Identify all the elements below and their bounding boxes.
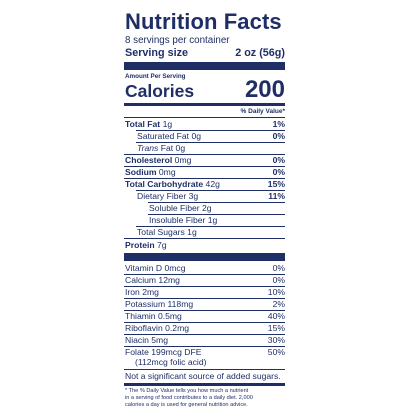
folate-dv: 50% [267, 347, 285, 357]
servings-per-container: 8 servings per container [125, 35, 230, 46]
niacin: Niacin 5mg [125, 335, 168, 345]
riboflavin-dv: 15% [267, 323, 285, 333]
divider [124, 154, 285, 155]
iron-dv: 10% [267, 287, 285, 297]
nutrient-total-fat-dv: 1% [272, 119, 285, 129]
thiamin-dv: 40% [267, 311, 285, 321]
divider [124, 310, 285, 311]
vitamin-d-dv: 0% [272, 263, 285, 273]
rule-heavy [124, 62, 285, 70]
nutrient-dietary-fiber: Dietary Fiber 3g [137, 191, 199, 201]
divider [124, 298, 285, 299]
divider [136, 130, 285, 131]
serving-size-label: Serving size [125, 47, 189, 59]
thiamin: Thiamin 0.5mg [125, 311, 182, 321]
footnote-line-1: * The % Daily Value tells you how much a… [125, 388, 249, 394]
divider [148, 202, 285, 203]
rule-heavy [124, 253, 285, 261]
footnote-line-3: calories a day is used for general nutri… [125, 402, 248, 408]
nutrient-total-fat: Total Fat 1g [125, 119, 173, 129]
calcium-dv: 0% [272, 275, 285, 285]
nutrient-cholesterol-dv: 0% [272, 155, 285, 165]
divider [124, 178, 285, 179]
nutrient-trans-fat: Trans Fat 0g [137, 143, 186, 153]
iron: Iron 2mg [125, 287, 159, 297]
divider [124, 322, 285, 323]
nutrient-total-carbohydrate: Total Carbohydrate 42g [125, 179, 220, 189]
daily-value-header: % Daily Value* [240, 108, 285, 115]
potassium-dv: 2% [272, 299, 285, 309]
folate-folic-acid: (112mcg folic acid) [135, 357, 207, 367]
folate: Folate 199mcg DFE [125, 347, 202, 357]
calcium: Calcium 12mg [125, 275, 180, 285]
nutrient-total-sugars: Total Sugars 1g [137, 227, 197, 237]
calories-value: 200 [244, 76, 285, 103]
rule-medium [124, 103, 285, 106]
divider [124, 238, 285, 239]
niacin-dv: 30% [267, 335, 285, 345]
nutrition-facts-label: Nutrition Facts 8 servings per container… [124, 8, 285, 408]
amount-per-serving: Amount Per Serving [125, 73, 186, 80]
nutrient-saturated-fat-dv: 0% [272, 131, 285, 141]
vitamin-d: Vitamin D 0mcg [125, 263, 186, 273]
divider [124, 274, 285, 275]
serving-size-value: 2 oz (56g) [235, 47, 285, 59]
label-title: Nutrition Facts [125, 9, 282, 34]
nutrient-sodium-dv: 0% [272, 167, 285, 177]
nutrient-saturated-fat: Saturated Fat 0g [137, 131, 202, 141]
calories-label: Calories [125, 81, 195, 101]
potassium: Potassium 118mg [125, 299, 194, 309]
divider [124, 117, 285, 118]
nutrient-soluble-fiber: Soluble Fiber 2g [149, 203, 212, 213]
divider [124, 286, 285, 287]
divider [148, 214, 285, 215]
rule-medium [124, 383, 285, 386]
nutrient-protein: Protein 7g [125, 240, 167, 250]
divider [136, 142, 285, 143]
nutrient-cholesterol: Cholesterol 0mg [125, 155, 192, 165]
divider [136, 226, 285, 227]
divider [124, 166, 285, 167]
nutrient-insoluble-fiber: Insoluble Fiber 1g [149, 215, 218, 225]
divider [124, 369, 285, 370]
added-sugars-note: Not a significant source of added sugars… [125, 371, 281, 381]
riboflavin: Riboflavin 0.2mg [125, 323, 190, 333]
nutrient-dietary-fiber-dv: 11% [268, 191, 285, 201]
nutrient-sodium: Sodium 0mg [125, 167, 176, 177]
nutrient-total-carbohydrate-dv: 15% [267, 179, 285, 189]
footnote-line-2: in a serving of food contributes to a da… [125, 395, 253, 401]
divider [124, 346, 285, 347]
divider [136, 190, 285, 191]
divider [124, 334, 285, 335]
